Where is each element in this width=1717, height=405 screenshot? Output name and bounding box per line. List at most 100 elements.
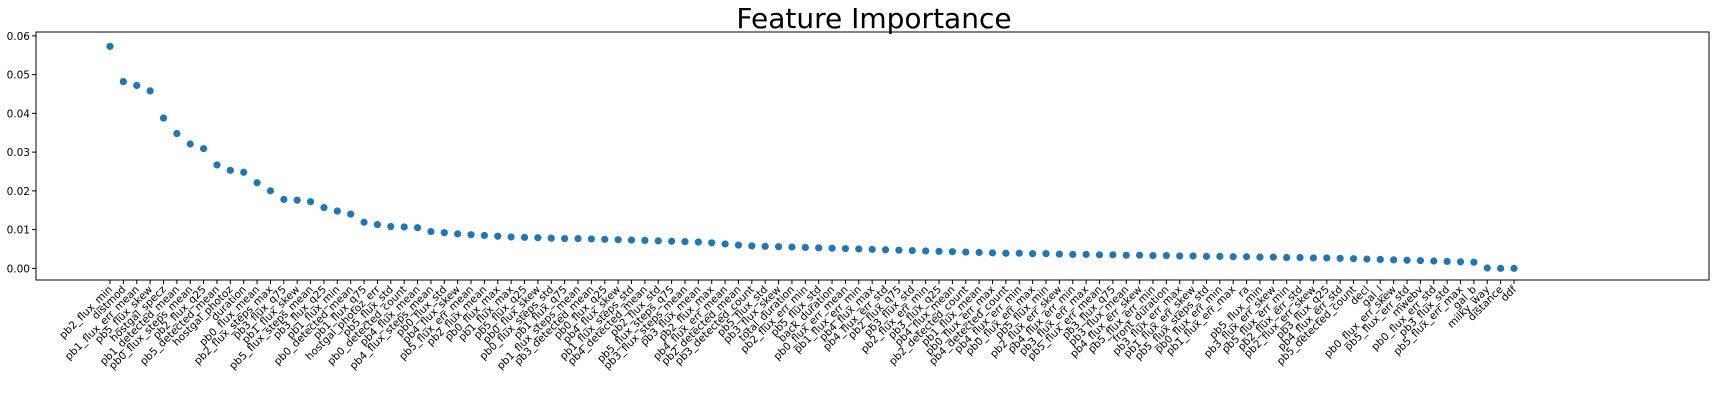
x-axis: pb2_flux_mindistmodpb1_flux_err_meanpb5_… [57, 280, 1519, 372]
data-point [119, 78, 127, 86]
data-point [841, 245, 850, 253]
data-point [306, 198, 315, 206]
data-point [360, 218, 368, 226]
data-point [654, 237, 662, 245]
data-point [721, 240, 729, 248]
data-point [240, 168, 248, 176]
data-point [1136, 251, 1144, 259]
data-point [347, 210, 355, 218]
data-point [761, 242, 769, 250]
data-point [1189, 252, 1197, 260]
data-point [774, 243, 783, 251]
data-point [988, 249, 997, 257]
data-point [734, 241, 743, 249]
data-point [1510, 264, 1518, 272]
data-point [641, 236, 649, 245]
data-point [1416, 257, 1424, 265]
data-point [1122, 251, 1130, 259]
data-point [507, 233, 515, 241]
data-point [133, 81, 141, 90]
data-point [748, 242, 756, 250]
data-point [815, 244, 823, 252]
y-tick-label: 0.04 [7, 108, 31, 120]
data-point [1202, 252, 1211, 260]
data-point [1216, 252, 1224, 260]
data-point [146, 87, 154, 95]
y-tick-label: 0.05 [7, 70, 30, 82]
data-point [708, 239, 716, 247]
data-point [547, 234, 555, 242]
data-point [561, 234, 569, 243]
data-point [801, 243, 809, 252]
data-point [1296, 253, 1304, 262]
data-point [828, 244, 836, 252]
data-point [159, 114, 168, 122]
data-point [1456, 258, 1465, 266]
data-point [1363, 255, 1371, 263]
y-tick-label: 0.06 [7, 31, 31, 43]
data-point [480, 231, 488, 240]
data-point [1029, 250, 1037, 258]
data-point [1229, 253, 1237, 261]
data-point [106, 42, 114, 50]
data-point [1483, 264, 1491, 272]
data-point [454, 230, 462, 238]
data-point [668, 237, 676, 245]
data-point [1256, 253, 1264, 261]
data-point [1309, 254, 1318, 262]
y-tick-label: 0.00 [7, 263, 30, 275]
data-point [855, 245, 863, 253]
data-point [868, 245, 876, 253]
plot-area-frame [35, 31, 1710, 281]
data-point [1095, 251, 1104, 259]
y-tick-label: 0.03 [7, 147, 30, 159]
data-point [1069, 250, 1077, 259]
data-point [253, 179, 261, 187]
data-point [280, 195, 288, 203]
data-point [1349, 255, 1358, 263]
data-point [1015, 249, 1023, 257]
data-point [895, 246, 903, 254]
data-point [1470, 258, 1478, 266]
data-point [173, 129, 181, 138]
data-point [333, 207, 341, 215]
data-point [1082, 250, 1090, 259]
data-point [935, 247, 943, 255]
data-point [587, 235, 595, 243]
data-point [1283, 253, 1291, 262]
data-points [106, 42, 1518, 272]
data-point [494, 232, 502, 240]
data-point [440, 229, 448, 237]
data-point [1269, 253, 1277, 261]
data-point [1055, 250, 1063, 258]
data-point [1149, 251, 1157, 260]
data-point [975, 248, 983, 257]
data-point [1323, 254, 1331, 262]
data-point [534, 234, 542, 242]
data-point [1162, 251, 1170, 260]
data-point [226, 166, 234, 174]
data-point [320, 203, 328, 212]
data-point [1109, 251, 1117, 259]
data-point [520, 233, 529, 241]
data-point [1403, 256, 1411, 264]
data-point [574, 234, 582, 243]
data-point [601, 235, 609, 243]
data-point [266, 187, 275, 195]
data-point [881, 246, 890, 254]
data-point [614, 236, 622, 244]
data-point [1336, 254, 1344, 262]
data-point [681, 238, 689, 246]
data-point [1002, 249, 1010, 257]
data-point [427, 227, 435, 236]
data-point [213, 161, 221, 169]
data-point [922, 247, 930, 255]
data-point [1376, 255, 1384, 264]
x-tick-label: ddf [1499, 283, 1520, 304]
data-point [694, 238, 702, 246]
data-point [387, 222, 395, 231]
data-point [373, 220, 382, 229]
data-point [1430, 257, 1438, 265]
y-tick-label: 0.02 [7, 186, 30, 198]
